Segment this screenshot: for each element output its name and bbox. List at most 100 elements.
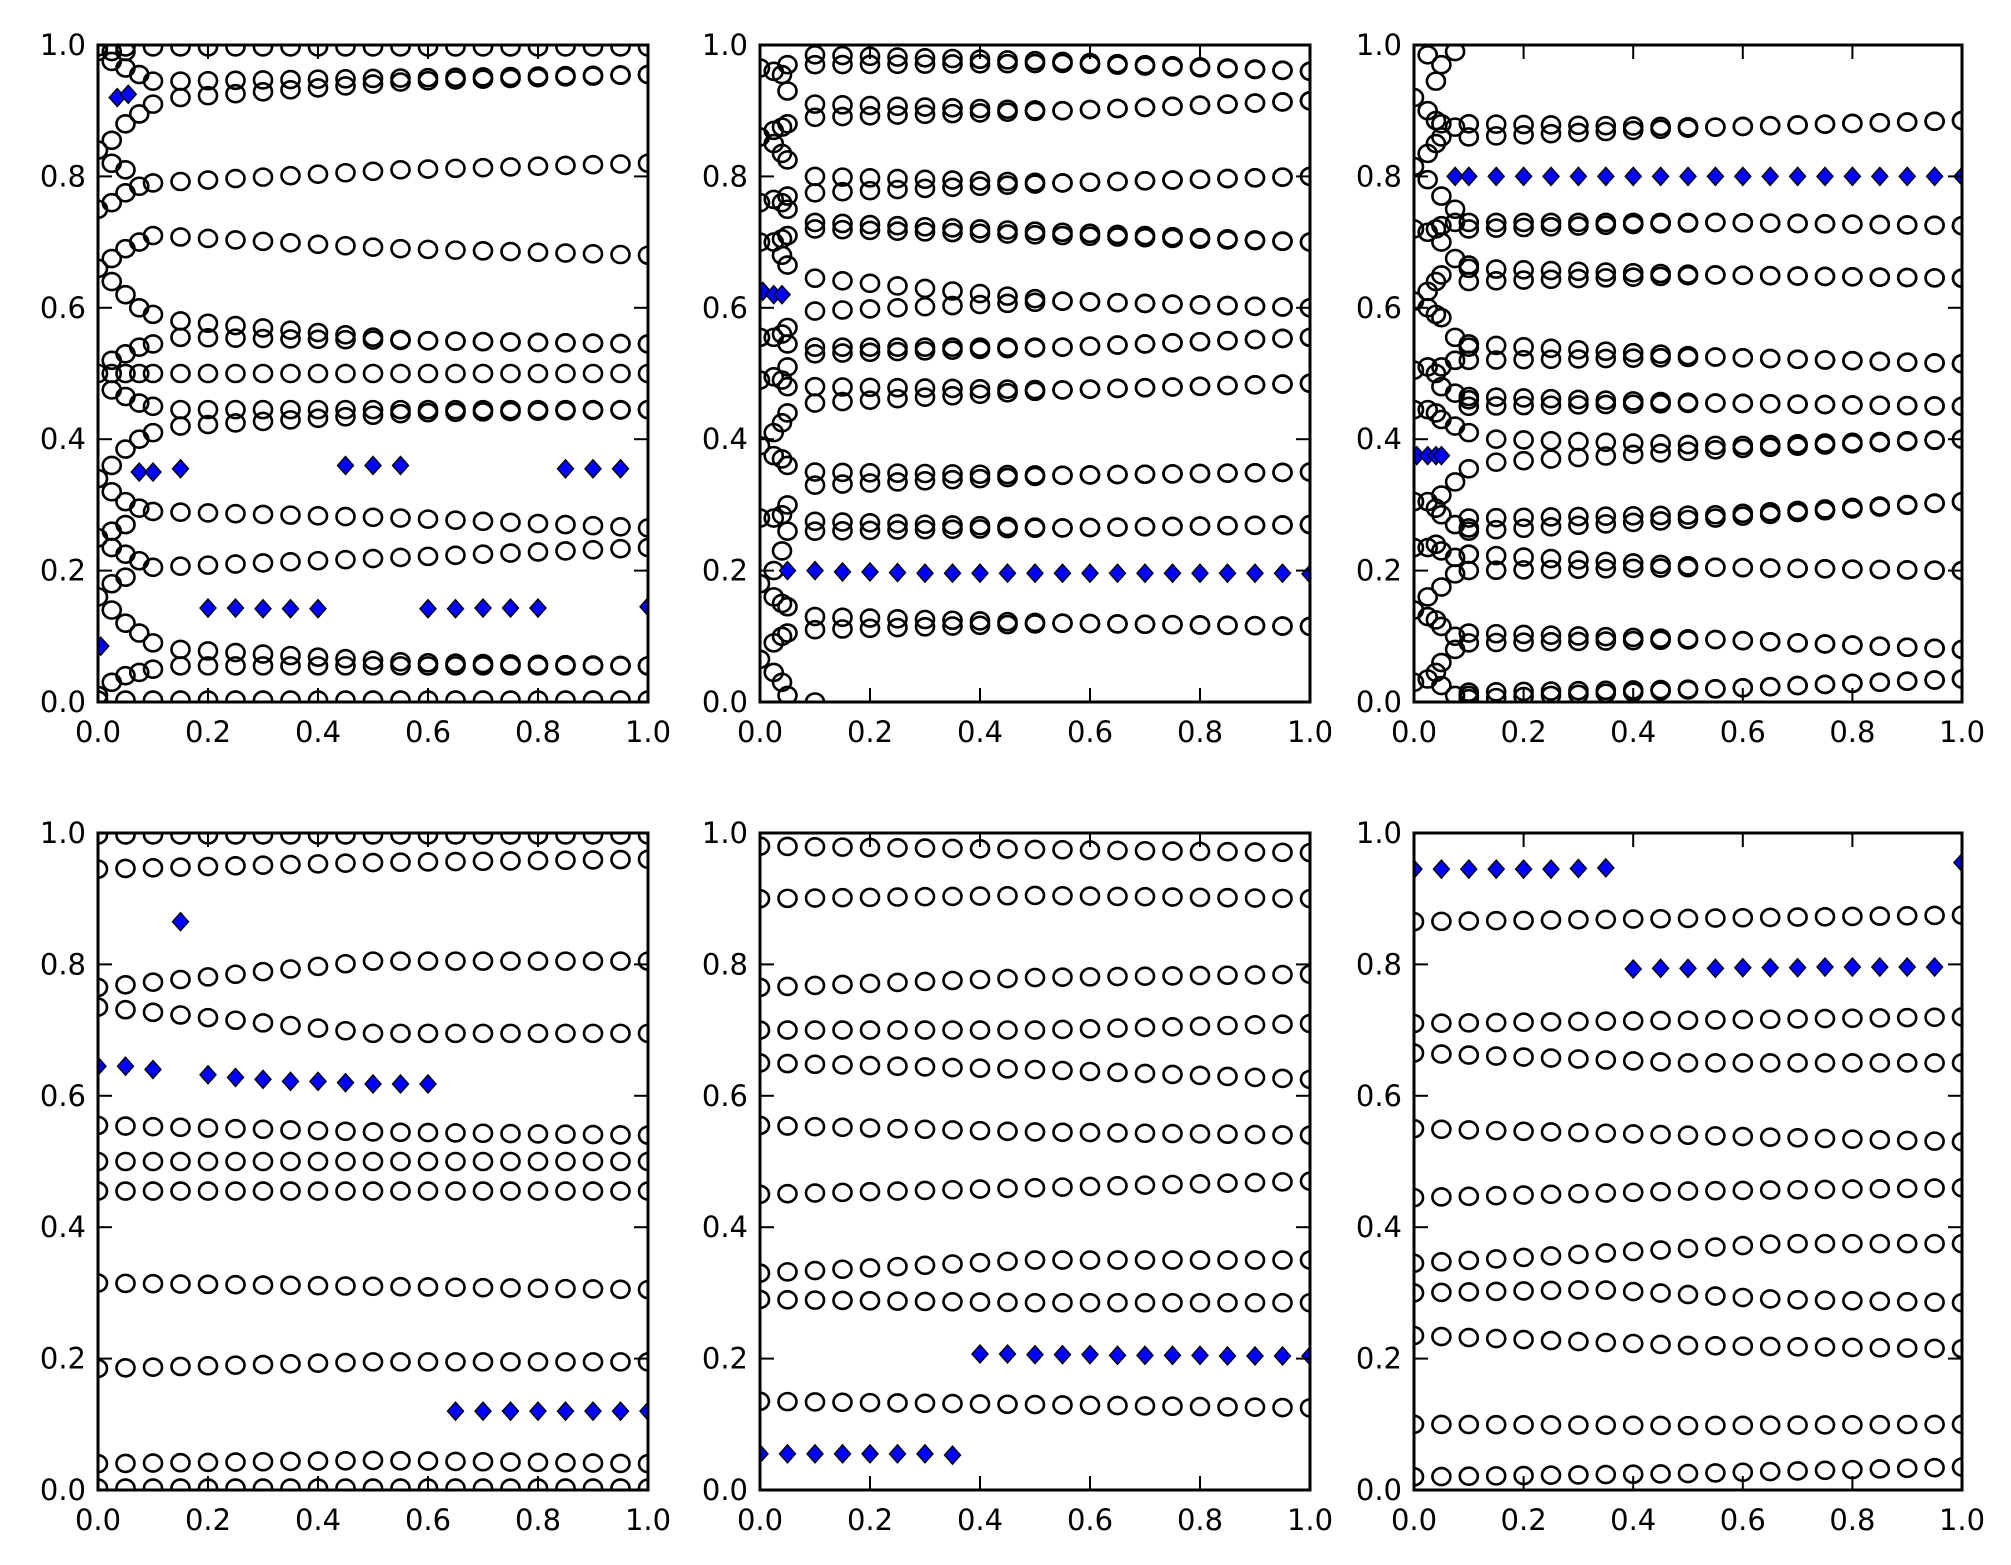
circle-marker xyxy=(98,140,109,160)
circle-marker xyxy=(225,328,246,348)
circle-marker xyxy=(252,399,274,420)
circle-marker xyxy=(1024,885,1046,906)
circle-marker xyxy=(472,1151,494,1172)
circle-marker xyxy=(335,1151,356,1172)
circle-marker xyxy=(1162,1396,1183,1417)
circle-marker xyxy=(142,396,164,417)
circle-marker xyxy=(1024,517,1046,537)
diamond-marker xyxy=(1446,166,1465,187)
diamond-marker xyxy=(1651,958,1670,979)
circle-marker xyxy=(115,1478,136,1490)
circle-marker xyxy=(1732,1235,1754,1256)
circle-marker xyxy=(1189,887,1211,908)
circle-marker xyxy=(887,837,908,858)
circle-marker xyxy=(252,318,274,338)
circle-marker xyxy=(1244,1067,1266,1088)
circle-marker xyxy=(445,240,466,260)
circle-marker xyxy=(1052,1177,1073,1197)
diamond-marker xyxy=(1816,166,1834,187)
circle-marker xyxy=(887,608,908,629)
circle-marker xyxy=(582,850,604,870)
circle-marker xyxy=(225,45,246,57)
circle-marker xyxy=(1842,350,1863,371)
circle-marker xyxy=(115,613,136,633)
circle-marker xyxy=(969,515,991,536)
circle-marker xyxy=(1924,638,1945,659)
circle-marker xyxy=(914,47,936,68)
diamond-marker xyxy=(1136,563,1154,584)
circle-marker xyxy=(1622,1124,1644,1144)
circle-marker xyxy=(1444,472,1466,492)
diamond-marker xyxy=(226,1067,245,1088)
circle-marker xyxy=(1787,1461,1808,1481)
circle-marker xyxy=(832,106,853,127)
circle-marker xyxy=(1595,551,1617,572)
circle-marker xyxy=(1677,1463,1699,1484)
circle-marker xyxy=(582,363,604,384)
circle-marker xyxy=(804,393,826,413)
diamond-marker xyxy=(501,1401,520,1422)
x-tick-label: 0.4 xyxy=(295,715,341,749)
circle-marker xyxy=(390,1276,411,1297)
circle-marker xyxy=(197,967,219,987)
circle-marker xyxy=(1024,53,1046,74)
circle-marker xyxy=(335,1181,356,1201)
circle-marker xyxy=(307,363,329,384)
circle-marker xyxy=(1540,685,1562,702)
circle-marker xyxy=(1458,1250,1480,1271)
circle-marker xyxy=(610,333,631,354)
circle-marker xyxy=(1951,905,1962,925)
circle-marker xyxy=(280,233,301,253)
diamond-marker xyxy=(1487,859,1506,880)
circle-marker xyxy=(1458,1282,1480,1302)
circle-marker xyxy=(1217,1250,1238,1270)
circle-marker xyxy=(98,833,109,845)
circle-marker xyxy=(1299,1125,1310,1146)
circle-marker xyxy=(115,284,136,305)
diamond-marker xyxy=(1414,859,1423,880)
circle-marker xyxy=(1540,625,1562,646)
axes-frame xyxy=(96,43,650,704)
circle-marker xyxy=(1107,1176,1128,1196)
circle-marker xyxy=(1705,435,1726,456)
circle-marker xyxy=(1458,422,1480,443)
circle-marker xyxy=(417,852,439,872)
circle-marker xyxy=(804,606,826,627)
diamond-marker xyxy=(833,561,852,582)
circle-marker xyxy=(997,220,1018,240)
circle-marker xyxy=(1485,387,1507,408)
circle-marker xyxy=(362,1023,384,1044)
circle-marker xyxy=(1079,379,1101,399)
axes-frame xyxy=(758,831,1312,1492)
circle-marker xyxy=(1595,558,1617,579)
circle-marker xyxy=(1568,1465,1589,1485)
circle-marker xyxy=(1896,267,1918,288)
circle-marker xyxy=(1272,462,1293,483)
circle-marker xyxy=(1299,373,1310,394)
circle-marker xyxy=(1217,94,1238,114)
y-tick-label: 1.0 xyxy=(1356,816,1402,850)
diamond-marker xyxy=(1459,166,1478,187)
circle-marker xyxy=(1458,212,1480,233)
circle-marker xyxy=(1299,616,1310,637)
circle-marker xyxy=(942,378,963,399)
x-tick-label: 0.4 xyxy=(1610,715,1656,749)
circle-marker xyxy=(1162,516,1183,537)
circle-marker xyxy=(527,156,549,176)
circle-marker xyxy=(1622,512,1644,533)
diamond-marker xyxy=(1679,958,1697,979)
circle-marker xyxy=(1759,1127,1781,1147)
circle-marker xyxy=(128,176,150,197)
circle-marker xyxy=(1244,615,1266,636)
circle-marker xyxy=(582,243,604,264)
circle-marker xyxy=(500,66,521,87)
circle-marker xyxy=(914,838,936,858)
circle-marker xyxy=(1595,631,1617,651)
circle-marker xyxy=(1217,1015,1238,1036)
diamond-marker xyxy=(1870,956,1889,978)
circle-marker xyxy=(197,1452,219,1473)
plot-area xyxy=(760,45,1310,702)
circle-marker xyxy=(1705,1180,1726,1201)
circle-marker xyxy=(500,1123,521,1144)
circle-marker xyxy=(98,45,109,62)
